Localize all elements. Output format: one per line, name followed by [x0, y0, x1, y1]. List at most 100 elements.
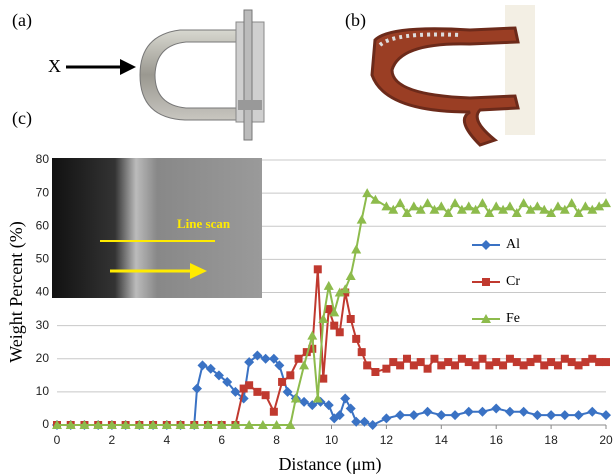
- marker: [491, 403, 502, 414]
- marker: [197, 360, 208, 371]
- marker: [546, 208, 557, 217]
- marker: [540, 361, 549, 370]
- marker: [396, 361, 405, 370]
- marker: [389, 358, 398, 367]
- marker: [443, 208, 454, 217]
- marker: [318, 314, 329, 323]
- sem-inset: Line scan: [52, 158, 262, 298]
- marker: [189, 420, 200, 429]
- marker: [471, 361, 480, 370]
- marker: [340, 393, 351, 404]
- marker: [330, 321, 339, 330]
- marker: [52, 420, 62, 429]
- marker: [451, 361, 460, 370]
- marker: [464, 358, 473, 367]
- marker: [271, 420, 282, 429]
- marker: [481, 240, 491, 250]
- marker: [402, 354, 411, 363]
- marker: [559, 410, 570, 421]
- y-tick-label: 80: [36, 152, 50, 166]
- marker: [202, 420, 213, 429]
- x-tick-label: 16: [490, 433, 504, 447]
- marker: [319, 374, 328, 383]
- marker: [511, 208, 522, 217]
- marker: [134, 420, 145, 429]
- marker: [230, 420, 241, 429]
- marker: [595, 358, 604, 367]
- x-tick-label: 2: [109, 433, 116, 447]
- marker: [222, 376, 233, 387]
- marker: [244, 357, 255, 368]
- marker: [526, 358, 535, 367]
- marker: [294, 354, 303, 363]
- marker: [505, 354, 514, 363]
- marker: [559, 204, 570, 214]
- marker: [278, 377, 287, 386]
- marker: [299, 396, 310, 407]
- x-tick-label: 8: [273, 433, 280, 447]
- marker: [601, 198, 611, 208]
- marker: [335, 328, 344, 337]
- marker: [408, 201, 419, 211]
- marker: [532, 410, 543, 421]
- marker: [253, 387, 262, 396]
- marker: [395, 198, 406, 208]
- marker: [381, 201, 392, 211]
- marker: [470, 204, 481, 214]
- marker: [588, 354, 597, 363]
- marker: [261, 391, 270, 400]
- marker: [532, 201, 543, 211]
- marker: [269, 407, 278, 416]
- marker: [519, 361, 528, 370]
- marker: [484, 208, 495, 217]
- marker: [422, 406, 433, 417]
- marker: [388, 204, 399, 214]
- marker: [244, 420, 255, 429]
- marker: [286, 371, 295, 380]
- marker: [422, 198, 433, 208]
- marker: [437, 361, 446, 370]
- marker: [560, 354, 569, 363]
- marker: [463, 201, 474, 211]
- marker: [587, 406, 598, 417]
- marker: [477, 406, 488, 417]
- x-tick-label: 20: [599, 433, 613, 447]
- marker: [371, 368, 380, 376]
- marker: [334, 410, 345, 421]
- marker: [416, 358, 425, 367]
- marker: [308, 344, 317, 353]
- marker: [533, 354, 542, 363]
- marker: [481, 314, 491, 323]
- marker: [552, 201, 563, 211]
- marker: [408, 410, 419, 421]
- marker: [395, 410, 406, 421]
- marker: [382, 364, 391, 373]
- marker: [260, 353, 271, 364]
- x-axis-title: Distance (μm): [278, 454, 381, 475]
- y-tick-label: 50: [36, 252, 50, 266]
- marker: [285, 420, 296, 429]
- photo-b: [370, 5, 535, 147]
- marker: [323, 280, 334, 290]
- marker: [257, 420, 268, 429]
- y-tick-label: 70: [36, 185, 50, 199]
- marker: [547, 358, 556, 367]
- marker: [245, 381, 254, 390]
- marker: [334, 287, 345, 297]
- marker: [580, 201, 591, 211]
- marker: [239, 384, 248, 393]
- marker: [65, 420, 76, 429]
- marker: [477, 198, 488, 208]
- marker: [498, 204, 509, 214]
- marker: [456, 204, 467, 214]
- marker: [93, 420, 104, 429]
- marker: [594, 201, 605, 211]
- marker: [351, 416, 362, 427]
- marker: [299, 360, 310, 370]
- y-tick-label: 0: [42, 417, 49, 431]
- marker: [504, 201, 515, 211]
- y-tick-label: 20: [36, 351, 50, 365]
- marker: [324, 305, 333, 314]
- marker: [457, 354, 466, 363]
- marker: [367, 420, 378, 430]
